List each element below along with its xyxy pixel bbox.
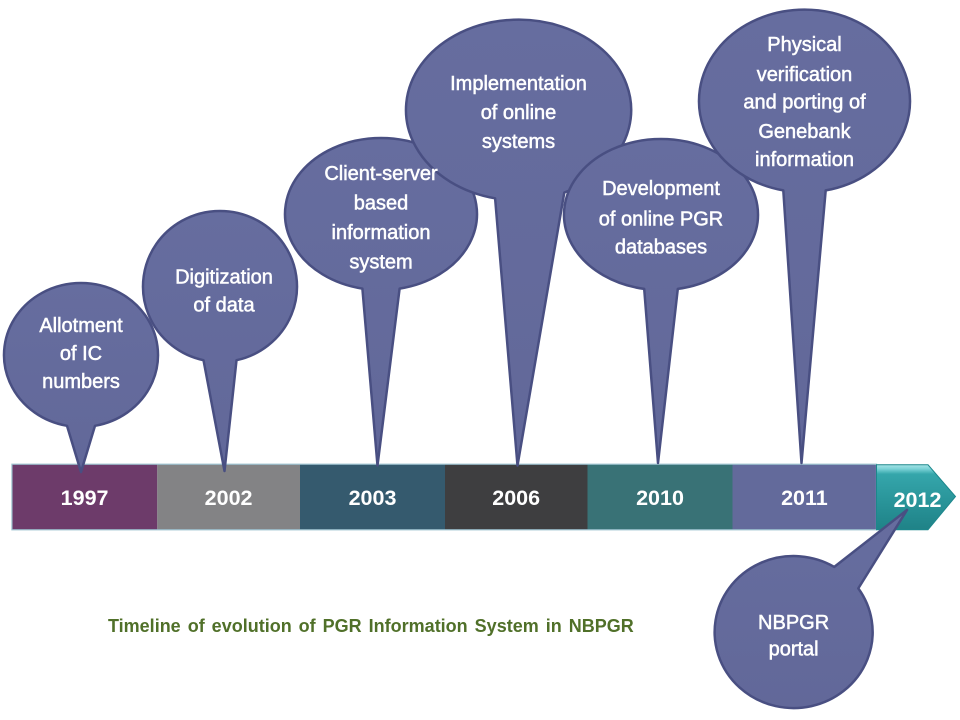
svg-text:Digitization: Digitization [175,267,273,289]
svg-text:Timeline of evolution of PGR I: Timeline of evolution of PGR Information… [108,616,634,636]
svg-text:2002: 2002 [205,486,253,510]
svg-text:of IC: of IC [60,343,102,365]
svg-text:2012: 2012 [894,488,942,512]
svg-text:2006: 2006 [492,486,540,510]
svg-text:system: system [349,252,412,274]
svg-text:Genebank: Genebank [758,121,851,143]
svg-text:2011: 2011 [781,486,828,510]
svg-text:based: based [354,193,409,215]
svg-text:information: information [755,149,854,171]
svg-text:Allotment: Allotment [39,315,123,337]
svg-text:Physical: Physical [767,34,841,56]
svg-text:Implementation: Implementation [450,73,587,95]
svg-text:of online: of online [481,102,557,124]
svg-text:systems: systems [482,131,555,153]
svg-text:of data: of data [193,295,255,317]
svg-text:2010: 2010 [636,486,684,510]
svg-text:NBPGR: NBPGR [758,612,829,634]
svg-text:and porting of: and porting of [743,92,866,114]
svg-text:2003: 2003 [349,486,397,510]
svg-text:databases: databases [615,237,707,259]
svg-text:numbers: numbers [42,371,120,393]
svg-text:Development: Development [602,178,720,200]
svg-text:verification: verification [757,64,853,86]
svg-text:portal: portal [769,639,819,661]
svg-text:of online PGR: of online PGR [599,209,724,231]
svg-text:Client-server: Client-server [324,163,438,185]
svg-text:1997: 1997 [61,486,109,510]
svg-text:information: information [332,222,431,244]
